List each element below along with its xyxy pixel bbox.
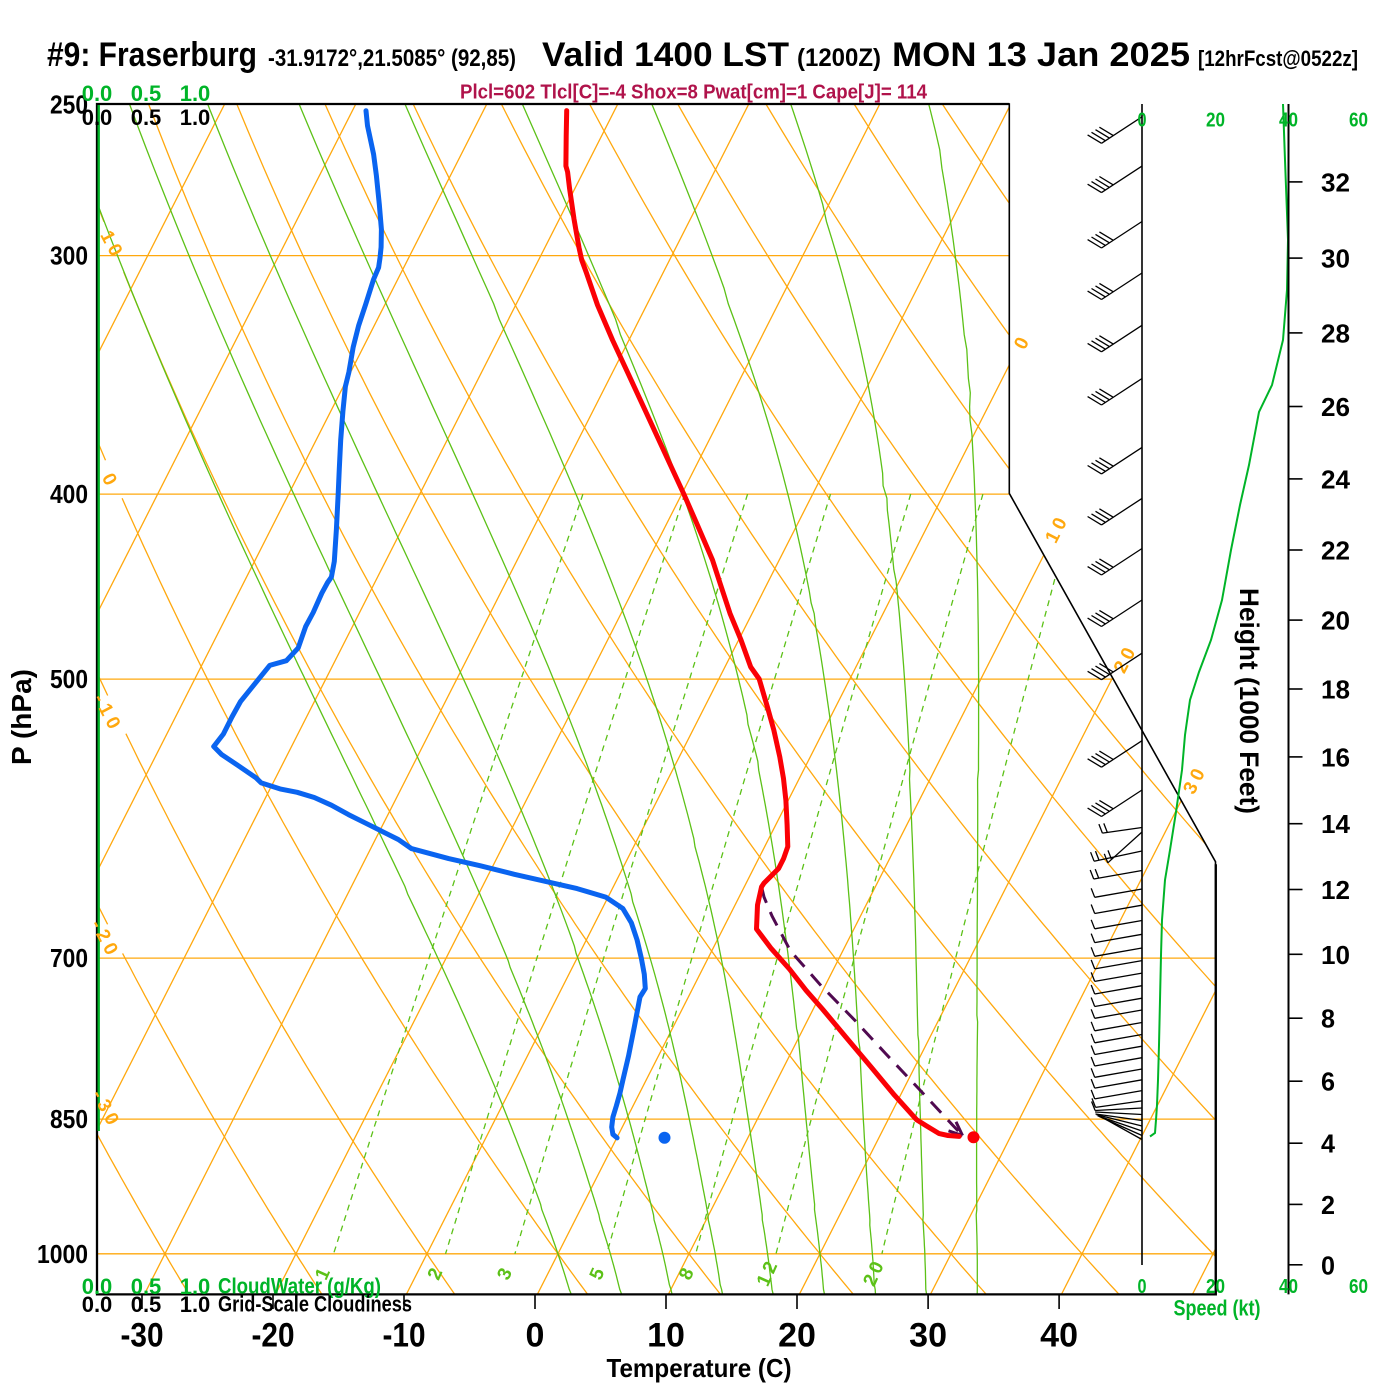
svg-text:Grid-Scale Cloudiness: Grid-Scale Cloudiness	[218, 1292, 412, 1317]
svg-text:0: 0	[1321, 1250, 1335, 1280]
svg-text:P (hPa): P (hPa)	[6, 669, 37, 765]
svg-text:Temperature (C): Temperature (C)	[607, 1353, 792, 1383]
svg-text:0: 0	[526, 1317, 545, 1355]
svg-text:-10: -10	[383, 1317, 426, 1355]
svg-text:22: 22	[1321, 536, 1350, 566]
svg-text:4: 4	[1321, 1129, 1336, 1159]
svg-text:500: 500	[50, 664, 88, 694]
svg-text:28: 28	[1321, 318, 1350, 348]
svg-text:20: 20	[1206, 110, 1225, 132]
svg-text:CloudWater (g/Kg): CloudWater (g/Kg)	[218, 1274, 381, 1299]
svg-text:300: 300	[50, 241, 88, 271]
svg-text:[12hrFcst@0522z]: [12hrFcst@0522z]	[1198, 46, 1358, 71]
svg-text:14: 14	[1321, 809, 1351, 839]
svg-text:400: 400	[50, 479, 88, 509]
svg-text:2: 2	[1321, 1190, 1335, 1220]
svg-text:0.0: 0.0	[82, 105, 113, 130]
svg-text:10: 10	[647, 1317, 685, 1355]
svg-text:0: 0	[1138, 110, 1147, 132]
svg-text:32: 32	[1321, 167, 1350, 197]
svg-text:Height (1000 Feet): Height (1000 Feet)	[1234, 588, 1264, 814]
svg-text:0.5: 0.5	[131, 1274, 162, 1299]
svg-text:30: 30	[909, 1317, 947, 1355]
svg-text:#9: Fraserburg: #9: Fraserburg	[47, 36, 257, 74]
svg-text:12: 12	[1321, 875, 1350, 905]
svg-text:20: 20	[778, 1317, 816, 1355]
svg-text:10: 10	[1321, 940, 1350, 970]
svg-text:40: 40	[1279, 1276, 1298, 1298]
svg-text:16: 16	[1321, 742, 1350, 772]
svg-text:1.0: 1.0	[180, 1292, 211, 1317]
svg-text:26: 26	[1321, 392, 1350, 422]
svg-text:700: 700	[50, 943, 88, 973]
svg-text:0.5: 0.5	[131, 81, 162, 106]
svg-text:20: 20	[1321, 606, 1350, 636]
svg-text:-20: -20	[252, 1317, 295, 1355]
svg-text:18: 18	[1321, 675, 1350, 705]
svg-text:0.0: 0.0	[82, 1292, 113, 1317]
svg-text:1.0: 1.0	[180, 1274, 211, 1299]
svg-text:40: 40	[1040, 1317, 1078, 1355]
svg-text:60: 60	[1349, 1276, 1368, 1298]
svg-text:6: 6	[1321, 1067, 1335, 1097]
svg-text:40: 40	[1279, 110, 1298, 132]
svg-text:-31.9172°,21.5085° (92,85): -31.9172°,21.5085° (92,85)	[268, 45, 516, 72]
svg-text:8: 8	[1321, 1004, 1335, 1034]
svg-text:0.5: 0.5	[131, 1292, 162, 1317]
svg-text:1.0: 1.0	[180, 105, 211, 130]
svg-text:Plcl=602 Tlcl[C]=-4 Shox=8 Pwa: Plcl=602 Tlcl[C]=-4 Shox=8 Pwat[cm]=1 Ca…	[460, 82, 928, 104]
svg-text:24: 24	[1321, 464, 1351, 494]
svg-text:0.5: 0.5	[131, 105, 162, 130]
svg-text:30: 30	[1321, 244, 1350, 274]
svg-text:Speed (kt): Speed (kt)	[1174, 1296, 1261, 1321]
svg-text:60: 60	[1349, 110, 1368, 132]
svg-text:MON 13 Jan 2025: MON 13 Jan 2025	[892, 36, 1190, 74]
svg-text:0.0: 0.0	[82, 1274, 113, 1299]
svg-text:850: 850	[50, 1104, 88, 1134]
svg-text:0: 0	[1138, 1276, 1147, 1298]
svg-text:Valid 1400 LST: Valid 1400 LST	[542, 36, 789, 74]
svg-text:250: 250	[50, 89, 88, 119]
svg-text:0.0: 0.0	[82, 81, 113, 106]
svg-text:20: 20	[1206, 1276, 1225, 1298]
svg-text:-30: -30	[121, 1317, 164, 1355]
svg-text:1000: 1000	[37, 1239, 88, 1269]
svg-text:(1200Z): (1200Z)	[797, 44, 881, 72]
svg-text:1.0: 1.0	[180, 81, 211, 106]
